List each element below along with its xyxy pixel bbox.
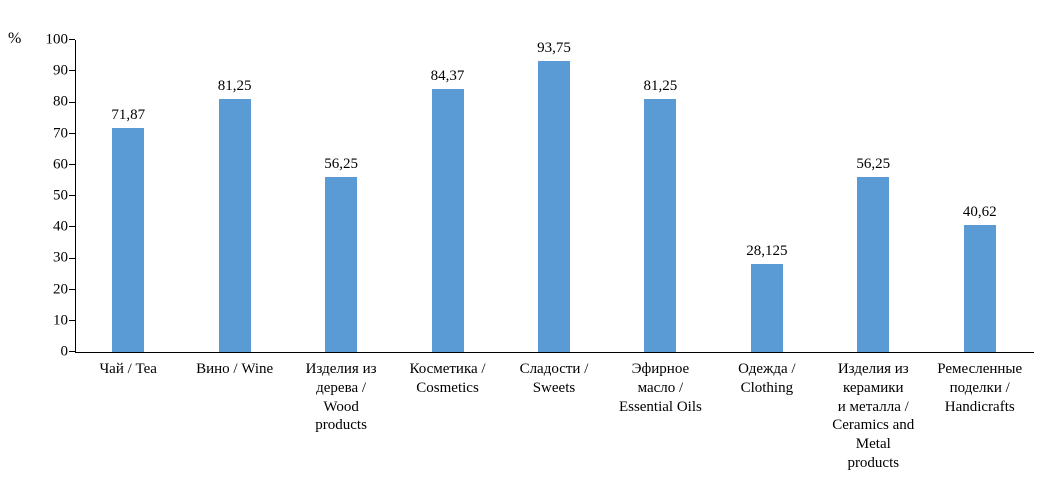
bar-slot: 93,75 xyxy=(501,40,607,352)
bar-value-label: 81,25 xyxy=(643,77,678,94)
bar-value-label: 56,25 xyxy=(324,155,358,172)
x-axis-category-label: Изделия из керамики и металла / Ceramics… xyxy=(832,361,915,471)
bar-slot: 56,25 xyxy=(288,40,394,352)
x-axis-category-label: Эфирное масло / Essential Oils xyxy=(618,361,702,415)
y-axis-tick-label: 100 xyxy=(45,31,69,48)
x-axis-category-label: Сладости / Sweets xyxy=(519,361,589,396)
y-axis-tick-mark xyxy=(69,195,75,197)
bar-slot: 28,125 xyxy=(714,40,820,352)
y-axis-tick-mark xyxy=(69,70,75,72)
y-axis-tick-label: 20 xyxy=(53,281,68,298)
y-axis-tick-mark xyxy=(69,257,75,259)
y-axis-tick-label: 70 xyxy=(53,125,68,142)
y-axis-tick-mark xyxy=(69,288,75,290)
y-axis-tick-label: 50 xyxy=(53,187,68,204)
y-axis-tick-label: 60 xyxy=(53,156,68,173)
plot-area xyxy=(75,40,1034,353)
bar-value-label: 40,62 xyxy=(962,204,997,221)
y-axis-tick-mark xyxy=(69,101,75,103)
y-axis-tick-label: 80 xyxy=(53,93,68,110)
y-axis-tick-mark xyxy=(69,164,75,166)
bar xyxy=(325,176,358,352)
x-axis-category-label: Вино / Wine xyxy=(196,361,274,377)
bar-value-label: 84,37 xyxy=(430,67,465,84)
bar xyxy=(750,264,783,352)
y-axis-tick-label: 0 xyxy=(60,343,69,360)
bars-container: 71,87 81,25 56,25 84,37 93,75 81,25 28,125 56,2… xyxy=(75,40,1033,352)
y-axis-tick-label: 30 xyxy=(53,249,68,266)
bar-slot: 40,62 xyxy=(927,40,1033,352)
bar-slot: 81,25 xyxy=(181,40,287,352)
bar-slot: 56,25 xyxy=(820,40,926,352)
bar xyxy=(112,127,145,352)
y-axis-tick-label: 10 xyxy=(53,312,68,329)
y-axis-unit-label: % xyxy=(8,30,22,47)
y-axis-tick-mark xyxy=(69,351,75,353)
bar xyxy=(963,225,996,352)
y-axis-tick-mark xyxy=(69,132,75,134)
bar xyxy=(431,88,464,352)
x-axis-category-label: Чай / Tea xyxy=(99,361,157,377)
x-axis-category-label: Косметика / Cosmetics xyxy=(409,361,486,396)
bar xyxy=(537,61,570,352)
x-axis-category-label: Изделия из дерева / Wood products xyxy=(305,361,377,434)
y-axis-tick-label: 40 xyxy=(53,218,68,235)
bar-slot: 84,37 xyxy=(394,40,500,352)
bar-value-label: 93,75 xyxy=(537,40,571,56)
y-axis-tick-mark xyxy=(69,39,75,41)
y-axis-tick-mark xyxy=(69,320,75,322)
bar xyxy=(218,98,251,352)
bar-value-label: 28,125 xyxy=(746,243,788,260)
x-axis-category-label: Одежда / Clothing xyxy=(738,361,796,396)
bar xyxy=(857,176,890,352)
bar-value-label: 56,25 xyxy=(856,155,891,172)
bar-slot: 81,25 xyxy=(607,40,713,352)
x-axis-category-labels: Чай / Tea Вино / Wine Изделия из дерева / … xyxy=(75,360,1033,473)
y-axis-tick-mark xyxy=(69,226,75,228)
bar-value-label: 81,25 xyxy=(217,77,252,94)
bar-value-label: 71,87 xyxy=(111,106,146,123)
bar-slot: 71,87 xyxy=(75,40,181,352)
x-axis-category-label: Ремесленные поделки / Handicrafts xyxy=(937,361,1023,415)
bar xyxy=(644,98,677,352)
y-axis-tick-label: 90 xyxy=(53,62,68,79)
